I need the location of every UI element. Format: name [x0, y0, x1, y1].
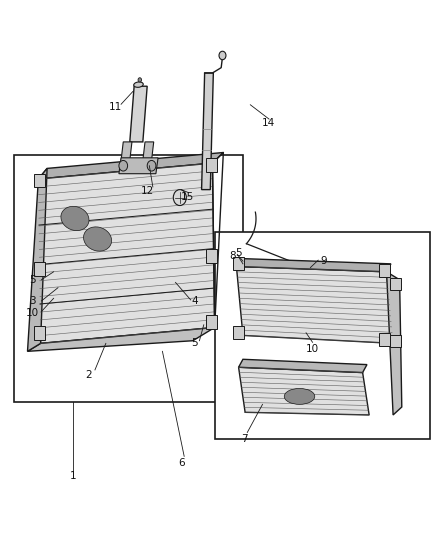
- Circle shape: [147, 160, 156, 171]
- Polygon shape: [130, 86, 147, 142]
- Bar: [205, 158, 217, 172]
- Text: 10: 10: [306, 344, 319, 354]
- Text: 9: 9: [320, 256, 327, 266]
- Text: 5: 5: [191, 338, 198, 349]
- Bar: [205, 316, 217, 329]
- Text: 15: 15: [181, 191, 194, 201]
- Bar: [390, 278, 401, 290]
- Polygon shape: [201, 73, 213, 190]
- Text: 7: 7: [241, 434, 247, 444]
- Polygon shape: [39, 152, 223, 179]
- Polygon shape: [239, 367, 369, 415]
- Text: 11: 11: [109, 102, 122, 112]
- Bar: [390, 335, 401, 347]
- Ellipse shape: [284, 389, 315, 405]
- Polygon shape: [237, 259, 391, 272]
- Text: 14: 14: [261, 118, 275, 128]
- Bar: [34, 174, 46, 188]
- Circle shape: [119, 160, 127, 171]
- Polygon shape: [237, 266, 393, 343]
- Circle shape: [173, 190, 186, 206]
- Text: 5: 5: [235, 248, 242, 259]
- Ellipse shape: [134, 82, 143, 87]
- Ellipse shape: [138, 78, 141, 82]
- Bar: [379, 333, 390, 346]
- Text: 3: 3: [29, 296, 36, 306]
- Polygon shape: [28, 327, 215, 351]
- Polygon shape: [28, 168, 47, 351]
- Polygon shape: [119, 158, 158, 174]
- Text: 6: 6: [179, 458, 185, 467]
- Bar: [34, 262, 46, 276]
- Ellipse shape: [84, 227, 112, 251]
- Bar: [14, 155, 243, 402]
- Bar: [34, 326, 46, 340]
- Ellipse shape: [61, 206, 89, 231]
- Circle shape: [219, 51, 226, 60]
- Bar: [379, 264, 390, 277]
- Bar: [233, 326, 244, 339]
- Text: 1: 1: [70, 471, 77, 481]
- Polygon shape: [143, 142, 154, 160]
- Polygon shape: [387, 272, 402, 415]
- Text: 12: 12: [141, 185, 154, 196]
- Text: 5: 5: [29, 274, 36, 285]
- Bar: [205, 249, 217, 263]
- Text: 8: 8: [230, 251, 236, 261]
- Bar: [215, 232, 430, 439]
- Text: 10: 10: [26, 308, 39, 318]
- Polygon shape: [239, 359, 367, 373]
- Text: 4: 4: [192, 296, 198, 306]
- Bar: [233, 257, 244, 270]
- Polygon shape: [121, 142, 132, 160]
- Text: 2: 2: [85, 370, 92, 380]
- Polygon shape: [39, 163, 215, 343]
